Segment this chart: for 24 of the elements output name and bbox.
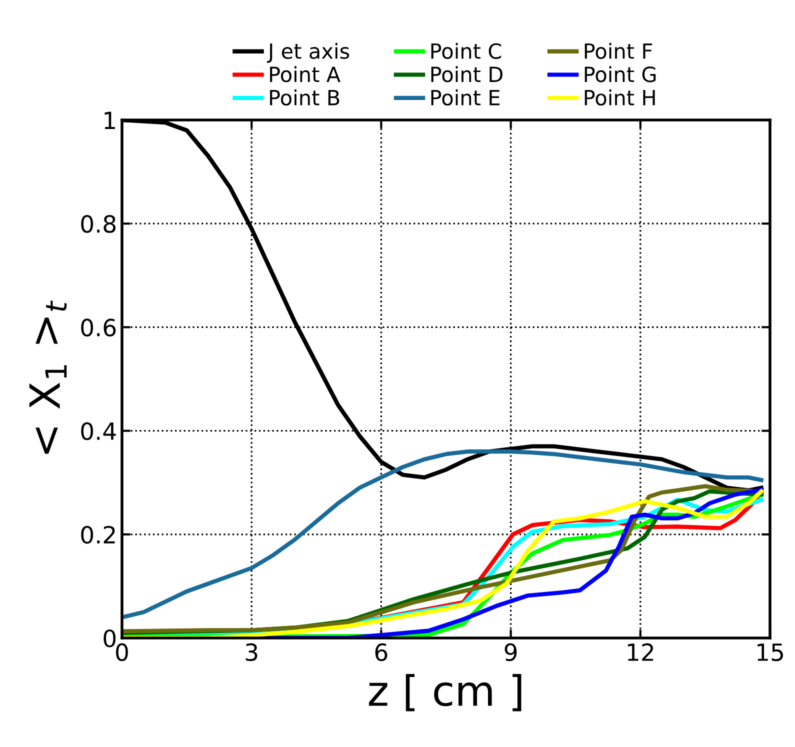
y-tick-label: 0.4 [81, 422, 116, 440]
legend-label: Point A [270, 66, 340, 82]
legend-label: Point E [431, 89, 500, 106]
y-axis-title: < X$_{1}$ >$_{t}$ [29, 300, 67, 454]
x-tick-label: 9 [504, 643, 517, 662]
y-tick-label: 1 [104, 112, 115, 129]
line-series [122, 449, 764, 620]
x-tick-label: 15 [758, 644, 783, 662]
x-tick-label: 6 [375, 643, 388, 662]
legend-label: Point G [584, 66, 656, 82]
legend-label: J et axis [266, 42, 350, 63]
legend-label: Point B [270, 89, 340, 106]
legend-label: Point C [431, 42, 502, 59]
x-tick-label: 12 [628, 643, 654, 661]
y-tick-label: 0.8 [81, 215, 116, 233]
y-tick-label: 0 [104, 629, 116, 648]
legend-label: Point H [584, 89, 655, 106]
x-tick-label: 0 [116, 643, 128, 662]
y-tick-label: 0.2 [81, 526, 115, 544]
x-tick-label: 3 [246, 643, 258, 662]
x-axis-title: z [ cm ] [368, 674, 522, 712]
legend-label: Point D [431, 66, 502, 82]
y-tick-label: 0.6 [81, 318, 116, 337]
legend-label: Point F [584, 42, 652, 59]
